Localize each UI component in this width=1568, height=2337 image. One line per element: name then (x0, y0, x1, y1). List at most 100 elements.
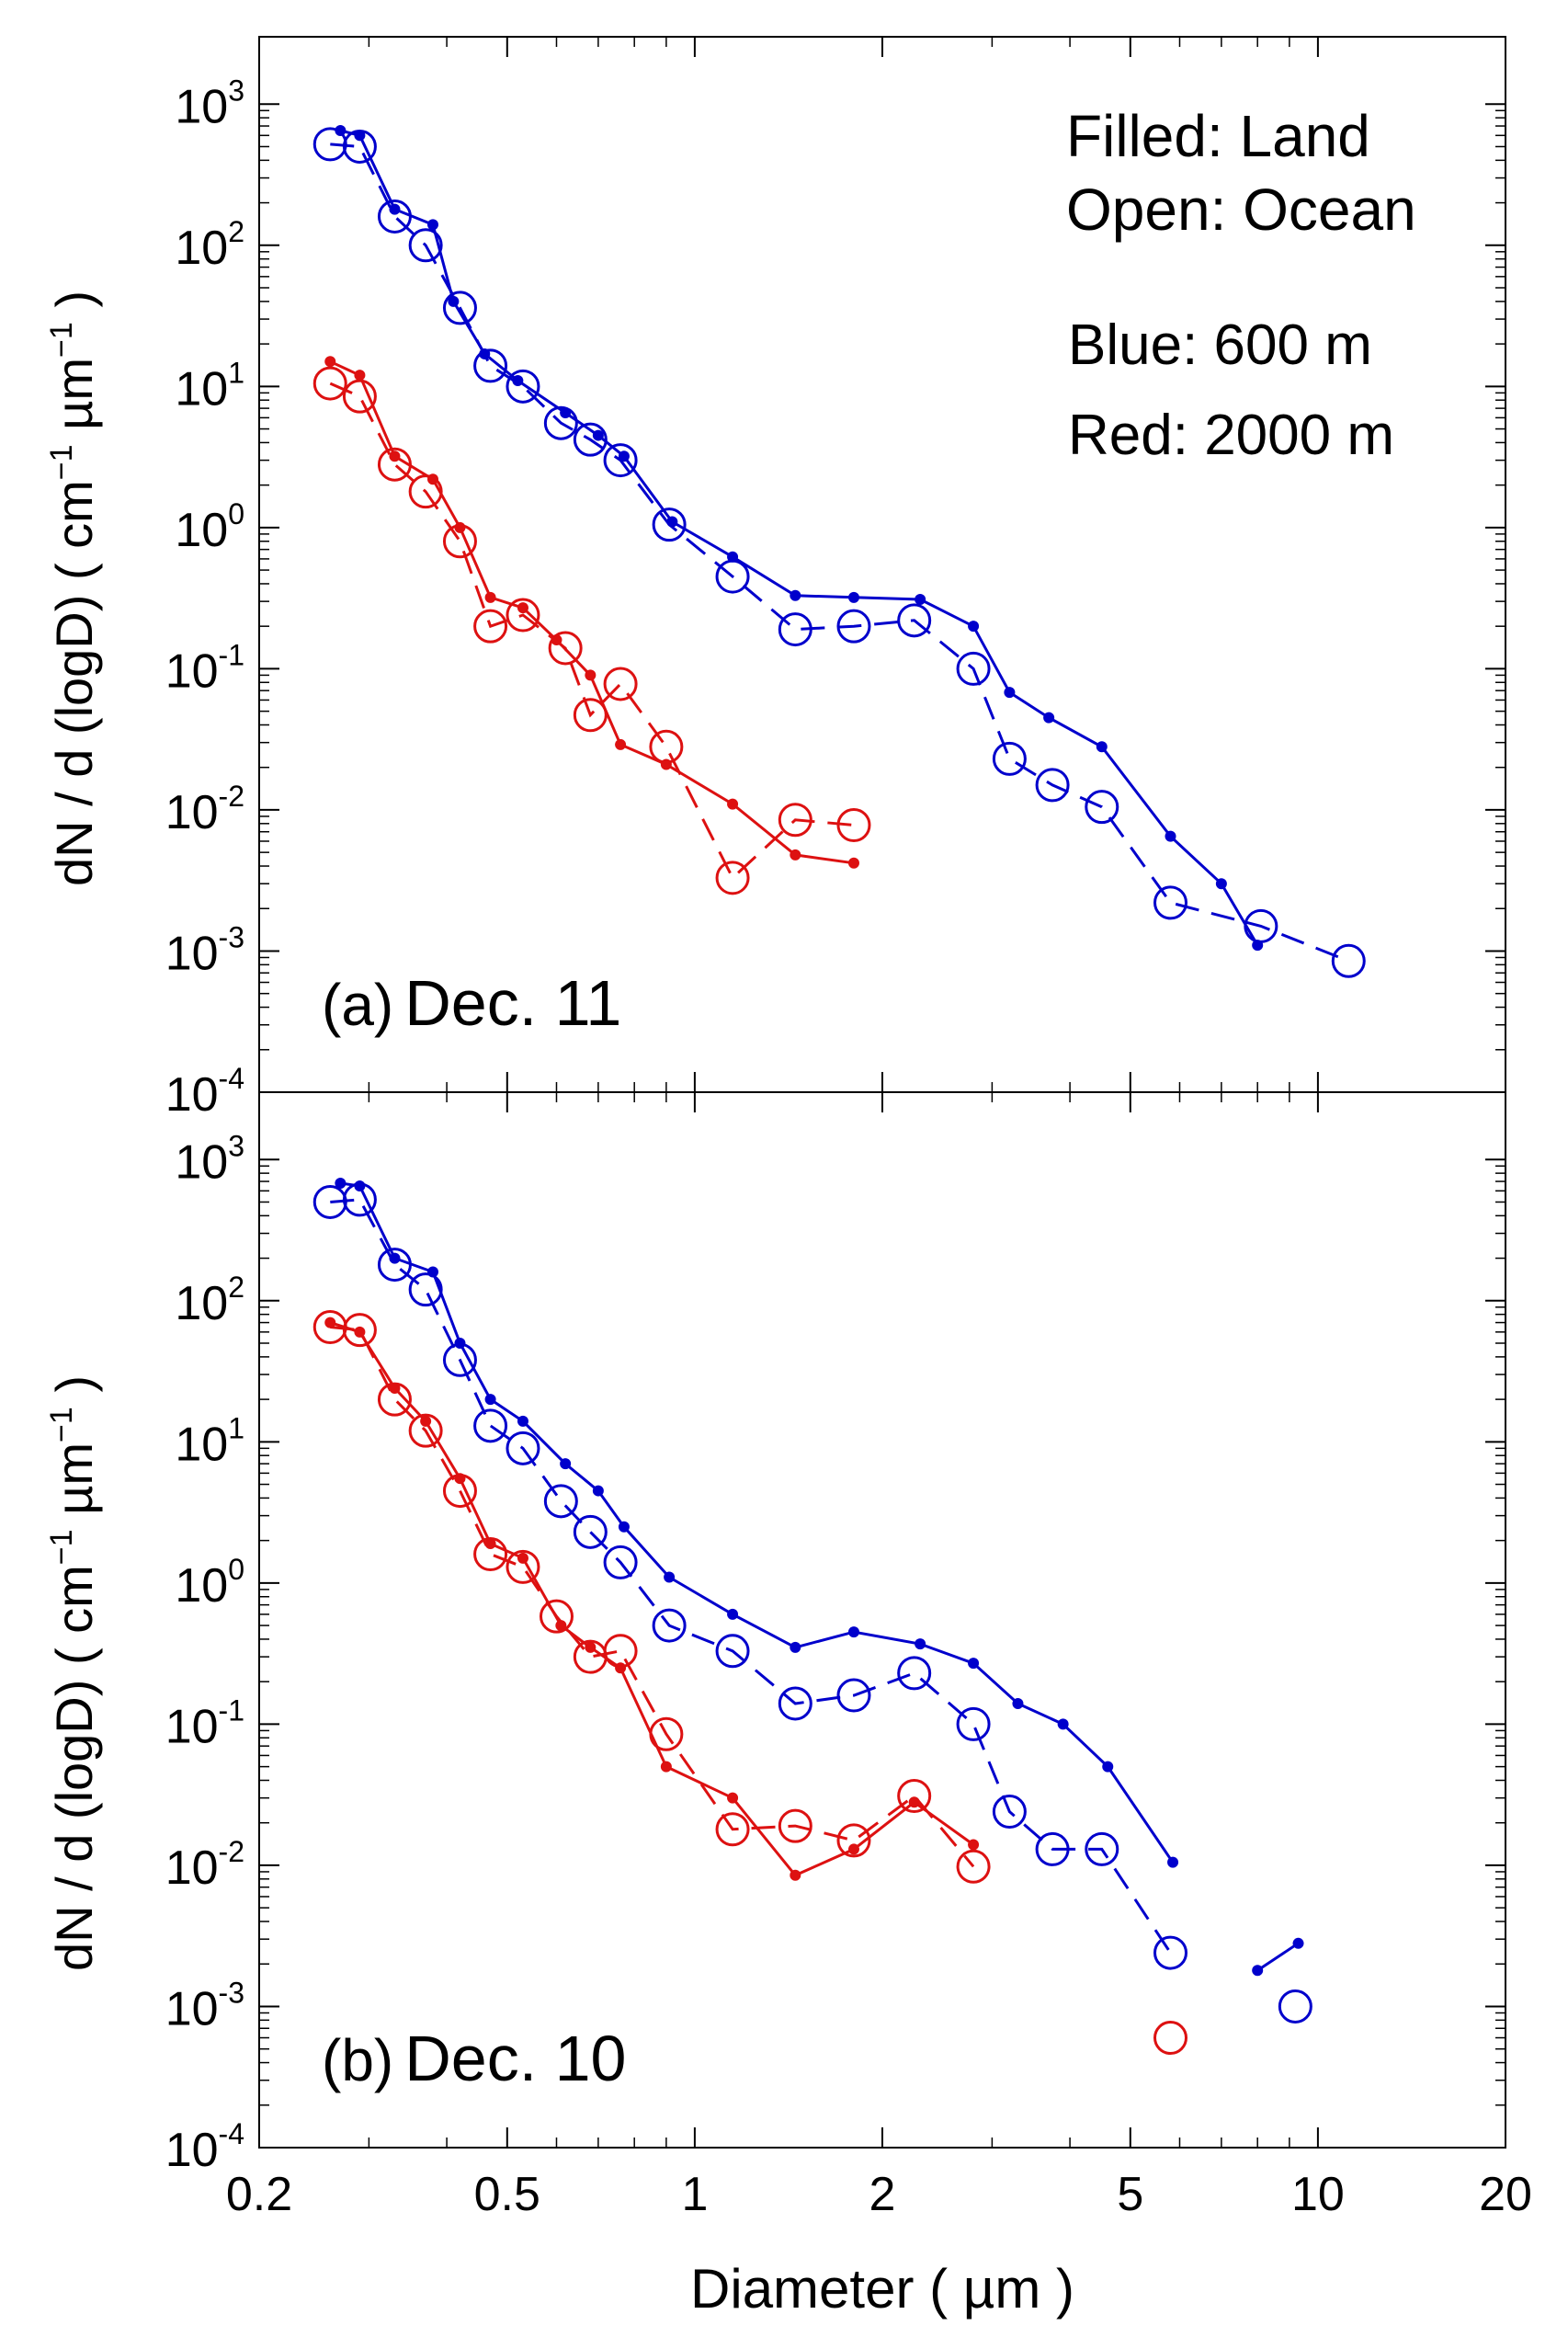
data-point-filled (727, 1608, 739, 1620)
data-point-open (506, 1431, 540, 1465)
data-point-filled (915, 593, 926, 605)
y-tick-label-a: 100 (175, 497, 244, 557)
data-point-filled (968, 1658, 980, 1670)
data-point-filled (448, 295, 460, 307)
y-tick-label-a: 10-1 (165, 638, 244, 698)
data-point-open (342, 1182, 377, 1217)
data-point-filled (555, 1620, 567, 1632)
data-point-filled (1165, 830, 1176, 842)
data-point-filled (847, 591, 859, 603)
data-point-filled (592, 429, 604, 441)
data-point-open (1035, 1831, 1070, 1866)
data-point-open (836, 807, 871, 842)
data-point-open (408, 1272, 443, 1307)
data-point-open (506, 1549, 540, 1584)
data-point-open (715, 1634, 750, 1669)
series-b-4 (312, 1310, 1188, 2056)
legend: Filled: Land Open: Ocean Blue: 600 m Red… (1066, 103, 1416, 467)
data-point-open (715, 559, 750, 594)
data-point-filled (592, 1485, 604, 1497)
x-axis-label: Diameter ( µm ) (690, 2258, 1074, 2320)
data-point-open (603, 667, 638, 701)
series-line (340, 129, 1259, 946)
x-tick-label: 20 (1479, 2168, 1532, 2221)
y-tick-label-b: 10-2 (165, 1835, 244, 1895)
y-axis-label-a: dN / d (logD) ( cm−1 µm−1 ) (44, 291, 103, 886)
data-point-filled (585, 669, 597, 681)
series-line (330, 1326, 975, 1868)
data-point-open (543, 1484, 578, 1519)
data-point-open (442, 291, 477, 325)
data-point-open (473, 609, 508, 644)
data-point-open (897, 1656, 932, 1691)
data-point-open (312, 1310, 347, 1345)
data-point-filled (517, 602, 528, 614)
data-point-open (473, 1537, 508, 1572)
data-point-open (603, 1545, 638, 1579)
series-line (1256, 1942, 1300, 1972)
data-point-filled (354, 1180, 366, 1191)
data-point-filled (389, 203, 401, 215)
data-point-filled (1012, 1697, 1024, 1709)
series-b-2 (312, 1182, 1312, 2024)
data-point-filled (660, 1761, 672, 1773)
x-tick-label: 2 (869, 2168, 896, 2221)
data-point-filled (727, 551, 739, 563)
y-tick-label-b: 10-1 (165, 1693, 244, 1753)
data-point-filled (618, 1521, 630, 1533)
data-point-open (897, 603, 932, 638)
data-point-open (408, 1413, 443, 1448)
y-tick-label-a: 103 (175, 74, 244, 133)
series-a-1 (312, 127, 1366, 978)
data-point-open (473, 348, 508, 383)
data-point-open (442, 1474, 477, 1509)
data-point-filled (1292, 1937, 1304, 1949)
data-point-filled (615, 738, 627, 750)
data-point-open (377, 447, 412, 482)
data-point-filled (484, 1394, 496, 1406)
legend-blue: Blue: 600 m (1068, 314, 1372, 377)
x-tick-label: 0.5 (474, 2168, 540, 2221)
data-point-open (1244, 908, 1278, 943)
data-point-open (312, 127, 347, 162)
data-point-filled (790, 849, 801, 861)
data-point-open (715, 1812, 750, 1847)
data-point-open (548, 631, 583, 666)
series-b-1 (1252, 1937, 1304, 1977)
data-point-open (1153, 1935, 1188, 1970)
y-tick-label-b: 102 (175, 1271, 244, 1330)
panel-label-b: (b) Dec. 10 (322, 2023, 626, 2094)
data-point-open (473, 1408, 508, 1443)
data-point-filled (484, 591, 496, 603)
series-line (330, 142, 1349, 963)
data-point-filled (915, 1638, 926, 1650)
data-point-open (539, 1599, 574, 1634)
data-point-open (408, 228, 443, 263)
data-point-open (897, 1778, 932, 1813)
y-tick-label-a: 10-2 (165, 780, 244, 839)
y-tick-label-a: 10-3 (165, 920, 244, 980)
data-point-filled (908, 1796, 920, 1808)
data-point-filled (560, 1458, 572, 1470)
data-point-open (836, 609, 871, 644)
data-point-filled (484, 1538, 496, 1550)
data-point-filled (1252, 1965, 1264, 1977)
data-point-filled (389, 450, 401, 462)
x-tick-label: 10 (1291, 2168, 1345, 2221)
data-point-open (778, 1686, 812, 1721)
data-point-filled (512, 374, 524, 386)
y-tick-label-a: 10-4 (165, 1062, 244, 1122)
data-point-open (715, 861, 750, 895)
series-line (340, 1181, 1175, 1864)
data-point-filled (454, 521, 466, 533)
panel-label-a: (a) Dec. 11 (322, 967, 621, 1039)
data-point-open (573, 698, 608, 733)
series-line (329, 382, 855, 881)
legend-filled: Filled: Land (1066, 103, 1370, 169)
data-point-open (603, 1634, 638, 1669)
data-point-filled (618, 450, 630, 462)
data-point-open (956, 651, 991, 686)
data-point-open (1085, 1831, 1119, 1866)
